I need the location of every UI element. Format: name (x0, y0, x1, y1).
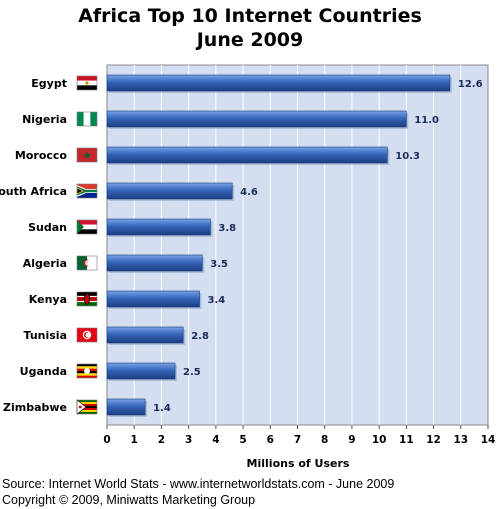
category-label: Nigeria (22, 113, 67, 126)
morocco-flag-icon: ★ (76, 147, 98, 163)
x-tick-label: 3 (185, 434, 192, 446)
x-tick-label: 7 (294, 434, 301, 446)
category-label: South Africa (0, 185, 67, 198)
x-tick-label: 8 (321, 434, 328, 446)
x-tick-label: 1 (131, 434, 138, 446)
data-label: 1.4 (153, 403, 171, 414)
x-tick-label: 14 (481, 434, 496, 446)
category-label: Morocco (15, 149, 68, 162)
data-label: 2.5 (183, 367, 201, 378)
bar (106, 290, 200, 308)
bar (106, 182, 233, 200)
bar (106, 362, 176, 380)
data-label: 3.5 (210, 259, 228, 270)
sudan-flag-icon (76, 219, 98, 235)
bar (106, 254, 203, 272)
x-tick-label: 2 (158, 434, 165, 446)
x-tick-label: 13 (453, 434, 468, 446)
bar (106, 146, 388, 164)
bar (106, 326, 184, 344)
egypt-flag-icon (76, 75, 98, 91)
chart-title: Africa Top 10 Internet Countries (78, 5, 422, 27)
x-tick-label: 5 (239, 434, 246, 446)
data-label: 3.4 (208, 295, 226, 306)
category-label: Tunisia (24, 329, 67, 342)
category-label: Uganda (20, 365, 67, 378)
kenya-flag-icon (76, 291, 98, 307)
source-note: Source: Internet World Stats - www.inter… (2, 477, 395, 491)
data-label: 3.8 (218, 223, 236, 234)
nigeria-flag-icon (76, 111, 98, 127)
data-label: 11.0 (414, 115, 439, 126)
bar (106, 218, 211, 236)
x-tick-label: 11 (399, 434, 414, 446)
south-africa-flag-icon (76, 183, 98, 199)
data-label: 12.6 (458, 79, 483, 90)
bar (106, 398, 146, 416)
zimbabwe-flag-icon (76, 399, 98, 415)
x-axis-label: Millions of Users (247, 457, 350, 470)
data-label: 4.6 (240, 187, 258, 198)
x-tick-label: 4 (212, 434, 219, 446)
uganda-flag-icon (76, 363, 98, 379)
algeria-flag-icon (76, 255, 98, 271)
x-tick-label: 10 (372, 434, 387, 446)
x-tick-label: 0 (103, 434, 110, 446)
category-label: Egypt (31, 77, 67, 90)
category-label: Kenya (29, 293, 67, 306)
chart-subtitle: June 2009 (195, 29, 304, 51)
category-label: Zimbabwe (3, 401, 67, 414)
svg-text:★: ★ (83, 151, 92, 162)
x-tick-label: 12 (426, 434, 441, 446)
tunisia-flag-icon (76, 327, 98, 343)
x-tick-label: 9 (348, 434, 355, 446)
category-label: Sudan (28, 221, 67, 234)
category-label: Algeria (23, 257, 67, 270)
bar (106, 74, 451, 92)
data-label: 10.3 (395, 151, 420, 162)
copyright-note: Copyright © 2009, Miniwatts Marketing Gr… (2, 493, 256, 507)
x-tick-label: 6 (267, 434, 274, 446)
data-label: 2.8 (191, 331, 209, 342)
bar (106, 110, 407, 128)
